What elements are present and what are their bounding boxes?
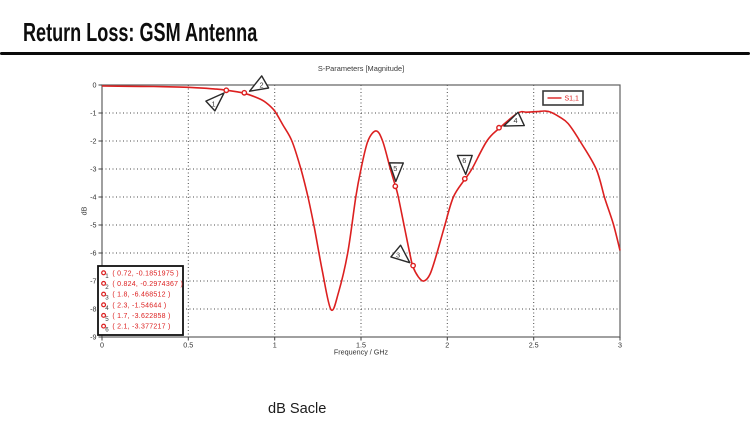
svg-text:-9: -9 [90, 333, 96, 342]
svg-text:2.5: 2.5 [529, 341, 539, 350]
svg-text:1: 1 [212, 100, 216, 109]
svg-text:-8: -8 [90, 305, 96, 314]
svg-text:6: 6 [462, 156, 466, 165]
svg-text:-4: -4 [90, 193, 96, 202]
svg-text:S1,1: S1,1 [565, 96, 580, 103]
svg-text:-3: -3 [90, 165, 96, 174]
svg-text:6: 6 [105, 327, 109, 334]
svg-text:2: 2 [445, 341, 449, 350]
svg-text:1: 1 [273, 341, 277, 350]
svg-text:3: 3 [105, 295, 109, 302]
svg-text:dB: dB [80, 206, 89, 215]
svg-text:-6: -6 [90, 249, 96, 258]
svg-text:0: 0 [100, 341, 104, 350]
svg-text:( 1.8, -6.468512 ): ( 1.8, -6.468512 ) [112, 292, 170, 299]
svg-text:( 0.72, -0.1851975 ): ( 0.72, -0.1851975 ) [112, 270, 178, 277]
svg-text:-7: -7 [90, 277, 96, 286]
svg-text:( 1.7, -3.622858 ): ( 1.7, -3.622858 ) [112, 313, 170, 320]
svg-text:0: 0 [93, 81, 97, 90]
svg-text:( 2.1, -3.377217 ): ( 2.1, -3.377217 ) [112, 324, 170, 331]
svg-text:1.5: 1.5 [356, 341, 366, 350]
svg-text:3: 3 [396, 251, 400, 260]
svg-text:4: 4 [105, 305, 109, 312]
svg-text:5: 5 [105, 316, 109, 323]
svg-text:2: 2 [260, 81, 264, 90]
svg-text:1: 1 [105, 273, 109, 280]
svg-text:-1: -1 [90, 109, 96, 118]
svg-text:Frequency / GHz: Frequency / GHz [334, 348, 389, 357]
svg-text:0.5: 0.5 [183, 341, 193, 350]
svg-text:4: 4 [514, 116, 518, 125]
svg-text:( 0.824, -0.2974367 ): ( 0.824, -0.2974367 ) [112, 281, 183, 288]
svg-text:3: 3 [618, 341, 622, 350]
svg-text:-5: -5 [90, 221, 96, 230]
svg-text:5: 5 [393, 164, 397, 173]
svg-text:S-Parameters [Magnitude]: S-Parameters [Magnitude] [318, 64, 404, 73]
svg-text:( 2.3, -1.54644 ): ( 2.3, -1.54644 ) [112, 302, 166, 309]
svg-text:-2: -2 [90, 137, 96, 146]
svg-text:2: 2 [105, 284, 109, 291]
